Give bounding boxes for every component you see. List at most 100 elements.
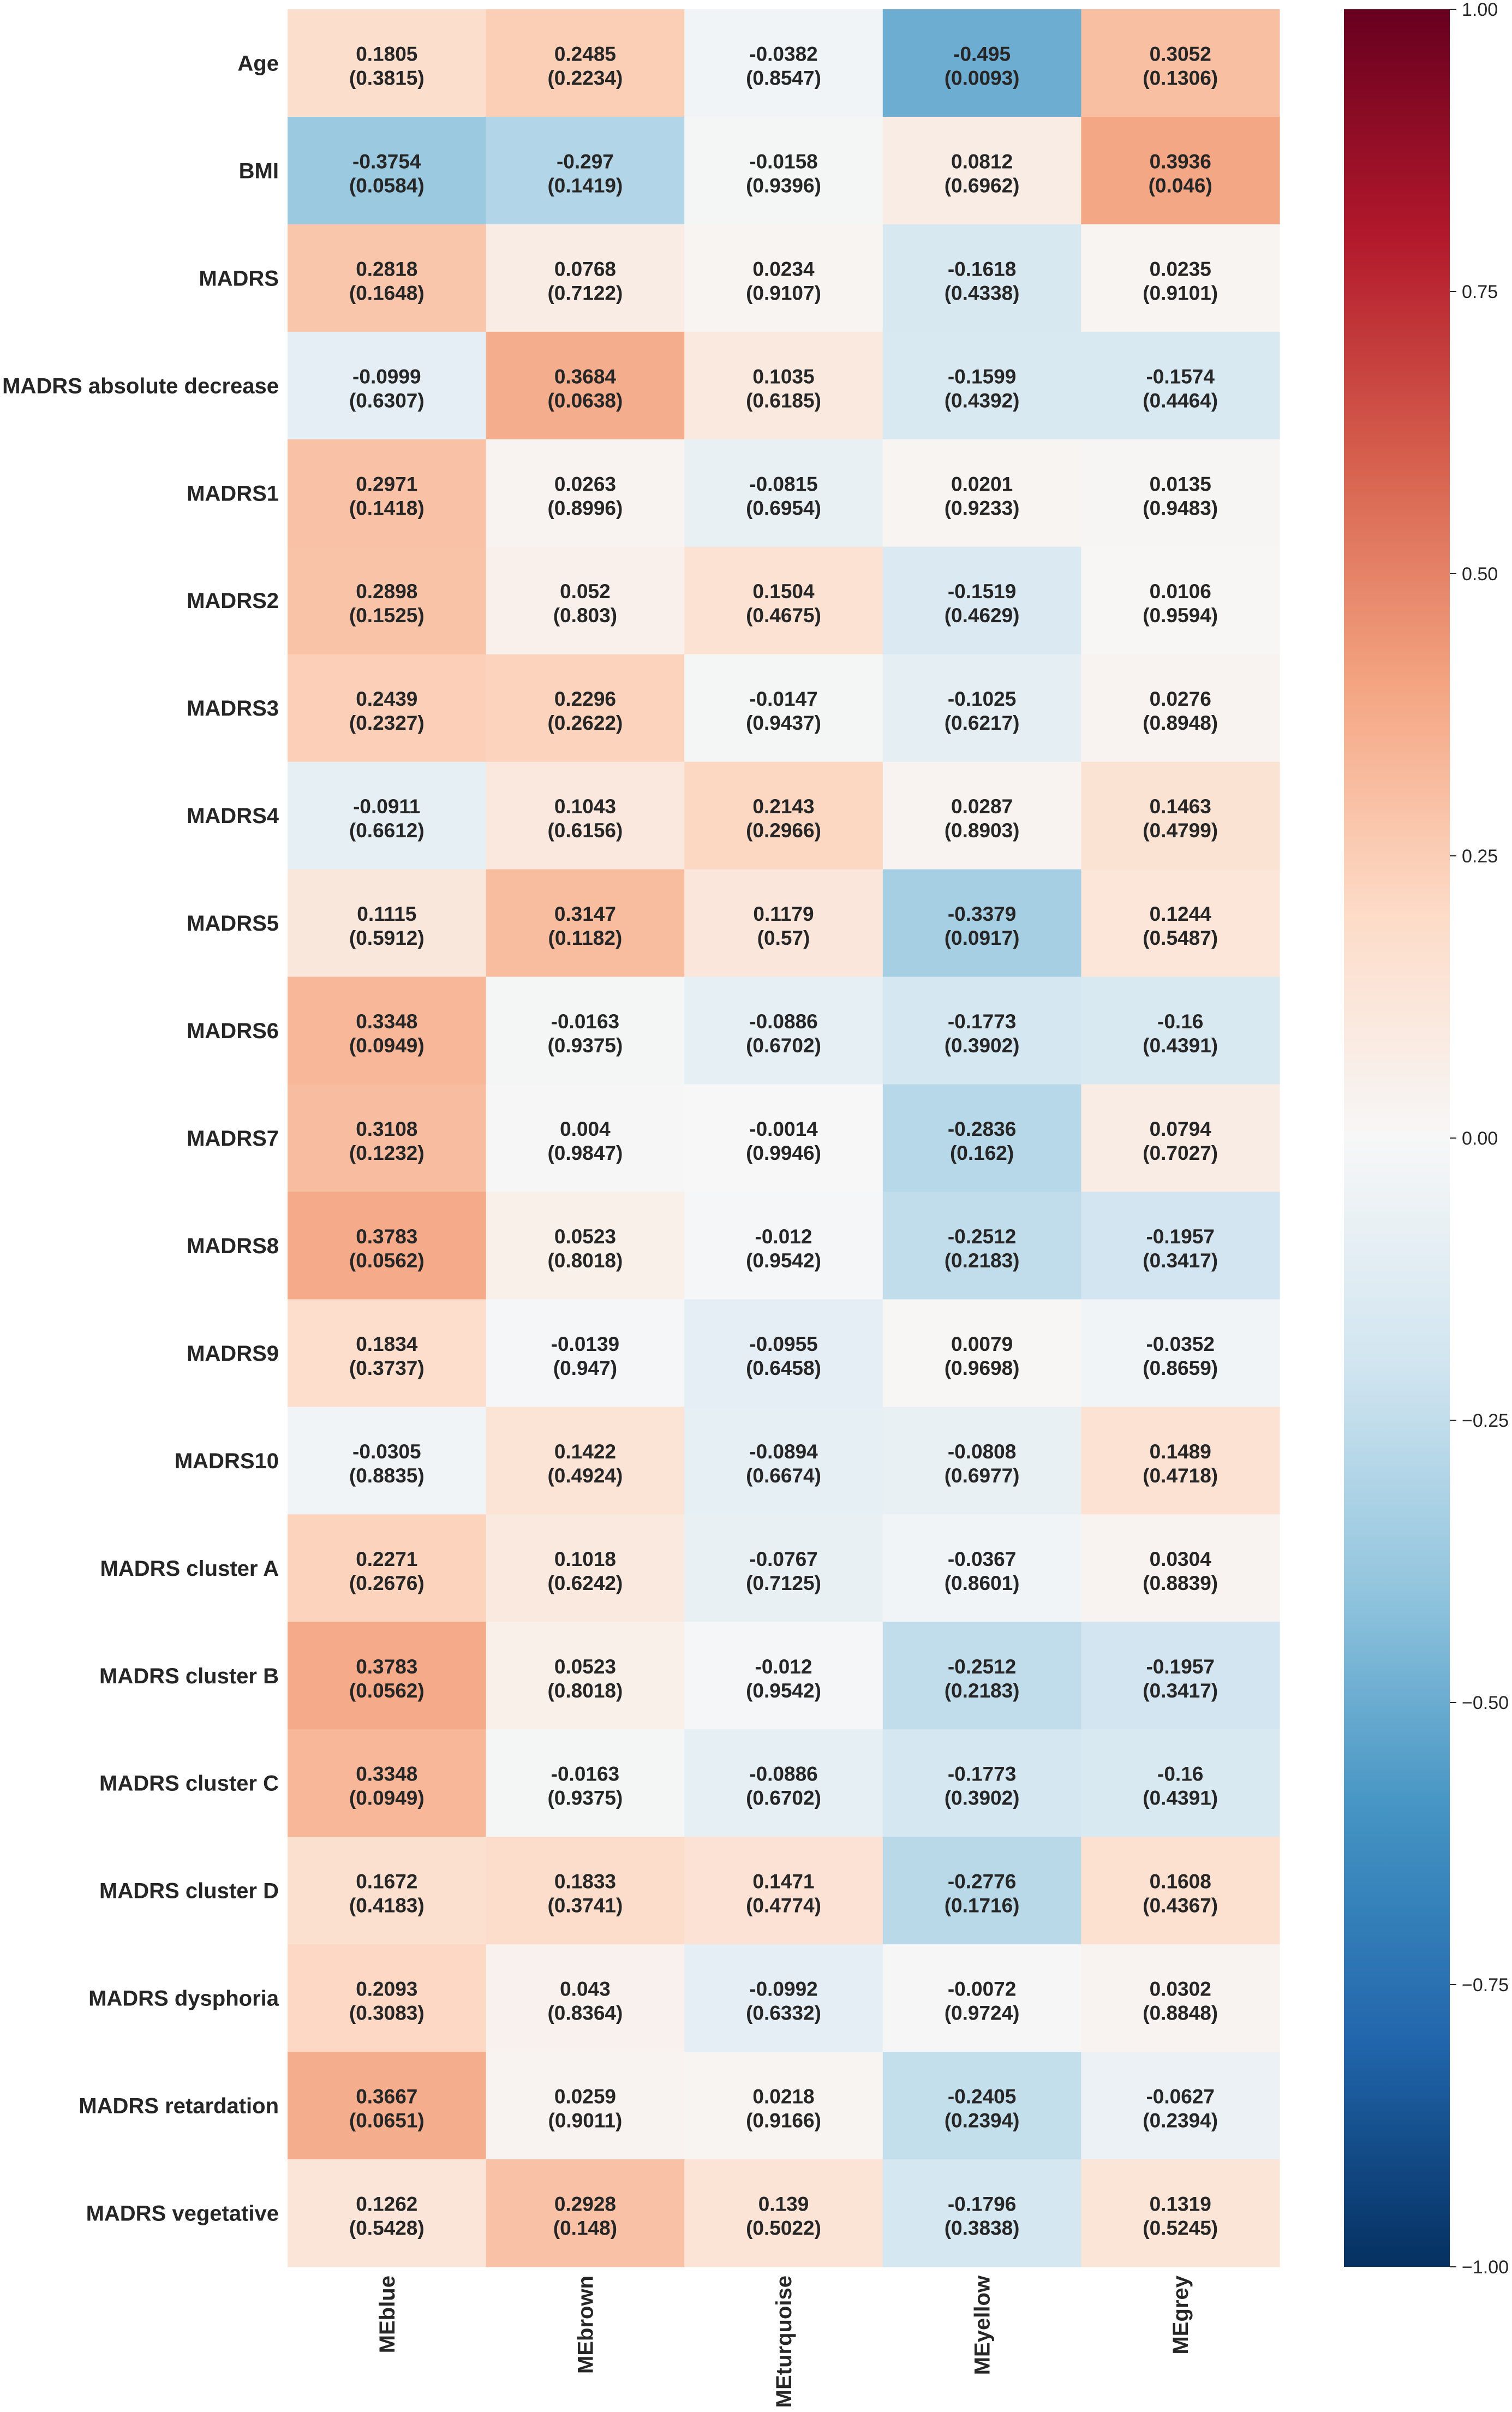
row-label: MADRS5 [187, 912, 279, 936]
cell-pvalue-label: (0.6702) [746, 1787, 821, 1809]
cell-value-label: 0.1834 [356, 1333, 418, 1355]
cell-pvalue-label: (0.4924) [547, 1464, 623, 1487]
cell-value-label: -0.1025 [948, 688, 1017, 710]
cell-pvalue-label: (0.1306) [1143, 67, 1218, 89]
row-label: MADRS1 [187, 481, 279, 505]
heatmap-cell [486, 9, 685, 117]
cell-pvalue-label: (0.0651) [349, 2110, 425, 2132]
cell-pvalue-label: (0.4367) [1143, 1895, 1218, 1917]
cell-value-label: 0.1805 [356, 43, 417, 65]
cell-pvalue-label: (0.6458) [746, 1357, 821, 1379]
heatmap-cell [486, 1729, 685, 1837]
heatmap-cell [1081, 869, 1280, 978]
heatmap-cell [1081, 2052, 1280, 2160]
cell-value-label: -0.1773 [948, 1010, 1017, 1033]
cell-pvalue-label: (0.4629) [945, 604, 1020, 627]
heatmap-cell [882, 1192, 1081, 1300]
cell-pvalue-label: (0.9847) [547, 1142, 623, 1164]
cell-pvalue-label: (0.3737) [349, 1357, 425, 1379]
cell-value-label: -0.297 [557, 150, 614, 172]
heatmap-cell [486, 116, 685, 225]
heatmap-cell [486, 1622, 685, 1730]
cell-pvalue-label: (0.9396) [746, 174, 821, 196]
cell-pvalue-label: (0.9011) [548, 2110, 623, 2132]
cell-value-label: -0.2836 [948, 1118, 1017, 1140]
cell-value-label: 0.0794 [1150, 1118, 1212, 1140]
cell-value-label: -0.0014 [749, 1118, 818, 1140]
cell-pvalue-label: (0.3741) [547, 1895, 623, 1917]
column-labels: MEblue MEbrown MEturquoise MEyellow MEgrey [375, 2275, 1193, 2408]
cell-pvalue-label: (0.2234) [547, 67, 623, 89]
heatmap-cell [486, 1084, 685, 1193]
cell-value-label: 0.1262 [356, 2193, 417, 2216]
colorbar-tick-label: −0.50 [1462, 1693, 1509, 1713]
cell-value-label: -0.0072 [948, 1978, 1017, 2000]
heatmap-cell [288, 1944, 487, 2052]
cell-value-label: 0.3108 [356, 1118, 417, 1140]
heatmap-cell [684, 1192, 883, 1300]
cell-value-label: 0.0768 [554, 258, 616, 280]
cell-value-label: 0.1504 [752, 580, 815, 603]
cell-value-label: -0.1618 [948, 258, 1017, 280]
cell-pvalue-label: (0.3417) [1143, 1680, 1218, 1702]
heatmap-cell [486, 1407, 685, 1515]
heatmap-cell [288, 1837, 487, 1945]
cell-pvalue-label: (0.8601) [945, 1572, 1020, 1594]
colorbar [1344, 9, 1450, 2267]
cell-pvalue-label: (0.0638) [547, 389, 623, 412]
heatmap-cell [486, 1837, 685, 1945]
row-label: MADRS7 [187, 1127, 279, 1151]
cell-pvalue-label: (0.0093) [945, 67, 1020, 89]
heatmap-cell [882, 1514, 1081, 1622]
heatmap-cell [486, 1192, 685, 1300]
cell-pvalue-label: (0.6612) [349, 819, 425, 842]
cell-value-label: 0.0106 [1150, 580, 1211, 603]
column-label: MEblue [375, 2276, 399, 2353]
heatmap-cell [684, 116, 883, 225]
cell-value-label: -0.0305 [352, 1440, 421, 1463]
cell-value-label: 0.0302 [1150, 1978, 1211, 2000]
heatmap-cell [486, 654, 685, 763]
cell-value-label: 0.0304 [1150, 1548, 1212, 1570]
cell-value-label: 0.0235 [1150, 258, 1211, 280]
cell-value-label: -0.0999 [352, 365, 421, 388]
heatmap-cell [288, 2052, 487, 2160]
cell-pvalue-label: (0.5022) [746, 2217, 821, 2240]
heatmap-cell [882, 2052, 1081, 2160]
heatmap-cell [882, 1407, 1081, 1515]
cell-pvalue-label: (0.3838) [945, 2217, 1020, 2240]
cell-value-label: -0.0163 [551, 1010, 620, 1033]
cell-pvalue-label: (0.6185) [746, 389, 821, 412]
cell-value-label: -0.16 [1157, 1763, 1203, 1785]
cell-value-label: -0.0911 [353, 795, 420, 818]
cell-value-label: -0.0352 [1146, 1333, 1215, 1355]
cell-value-label: 0.1463 [1150, 795, 1211, 818]
cell-value-label: -0.3754 [352, 150, 421, 172]
heatmap-cell [288, 439, 487, 547]
heatmap-cell [1081, 9, 1280, 117]
heatmap-cell [684, 2052, 883, 2160]
heatmap-cell [288, 761, 487, 870]
cell-pvalue-label: (0.2183) [945, 1680, 1020, 1702]
cell-pvalue-label: (0.4338) [945, 282, 1020, 304]
cell-pvalue-label: (0.9101) [1143, 282, 1218, 304]
heatmap-cell [288, 1299, 487, 1407]
heatmap-cell [684, 761, 883, 870]
colorbar-tick-label: −0.75 [1462, 1975, 1509, 1996]
cell-pvalue-label: (0.4774) [746, 1895, 821, 1917]
heatmap-cell [288, 654, 487, 763]
cell-value-label: 0.3052 [1150, 43, 1211, 65]
cell-pvalue-label: (0.8835) [349, 1464, 425, 1487]
heatmap-cell [684, 1622, 883, 1730]
cell-value-label: -0.0367 [948, 1548, 1017, 1570]
cell-value-label: 0.1608 [1150, 1871, 1211, 1893]
cell-value-label: -0.0886 [749, 1763, 818, 1785]
cell-value-label: -0.0955 [749, 1333, 818, 1355]
cell-pvalue-label: (0.6702) [746, 1034, 821, 1057]
cell-value-label: 0.052 [560, 580, 611, 603]
cell-value-label: 0.0079 [951, 1333, 1013, 1355]
cell-value-label: -0.2512 [948, 1655, 1017, 1678]
heatmap-cell [684, 654, 883, 763]
heatmap-cell [486, 2052, 685, 2160]
